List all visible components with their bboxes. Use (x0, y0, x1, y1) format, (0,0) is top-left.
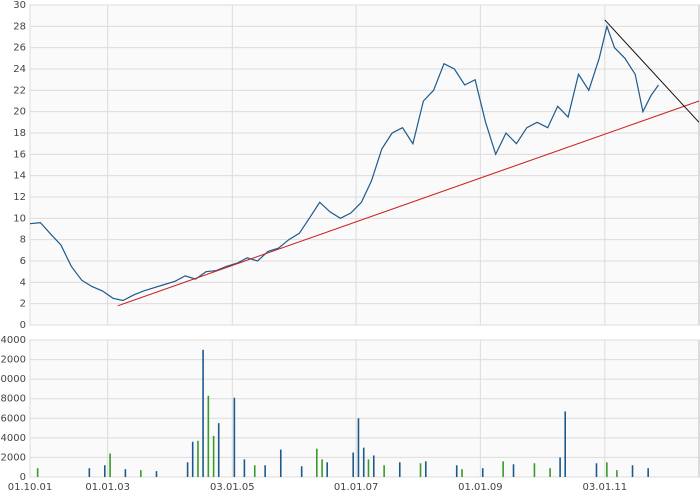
volume-bar (279, 449, 282, 477)
volume-bar (564, 411, 566, 477)
volume-bar (155, 471, 158, 477)
volume-bar (616, 470, 618, 477)
y-tick-label: 10 (13, 213, 26, 224)
volume-bar (326, 462, 328, 477)
y-tick-label: 24 (13, 64, 26, 75)
volume-bar (372, 455, 375, 477)
y-tick-label: 10000 (0, 374, 26, 385)
volume-bar (212, 435, 215, 477)
volume-bar (502, 461, 504, 477)
volume-bar (316, 448, 318, 477)
y-tick-label: 14000 (0, 335, 26, 346)
x-tick-label: 01.01.09 (458, 482, 503, 493)
x-tick-label: 03.01.05 (210, 482, 255, 493)
volume-bar (549, 468, 551, 477)
volume-bar (321, 459, 323, 477)
volume-bar (253, 465, 256, 477)
volume-bar (419, 463, 422, 477)
plot-area (29, 4, 700, 326)
y-tick-label: 30 (13, 0, 26, 11)
volume-bar (202, 349, 204, 477)
volume-bar (233, 397, 236, 477)
volume-bar (595, 463, 598, 477)
volume-bar (104, 465, 106, 477)
y-tick-label: 4000 (1, 433, 26, 444)
y-tick-label: 4 (20, 277, 26, 288)
volume-bar (606, 462, 608, 477)
volume-bar (357, 418, 360, 477)
y-tick-label: 2 (20, 299, 26, 310)
x-tick-label: 01.01.07 (334, 482, 379, 493)
x-tick-label: 03.01.11 (583, 482, 628, 493)
volume-bar (424, 461, 427, 477)
volume-bar (243, 459, 246, 477)
volume-bar (533, 463, 536, 477)
y-tick-label: 6000 (1, 413, 26, 424)
y-tick-label: 18 (13, 128, 26, 139)
y-tick-label: 0 (20, 320, 26, 331)
volume-bar (559, 457, 561, 477)
price-line (29, 24, 659, 302)
volume-bar (186, 462, 189, 477)
y-tick-label: 20 (13, 107, 26, 118)
volume-bar (300, 466, 303, 477)
volume-bar (140, 470, 142, 477)
y-tick-label: 22 (13, 85, 26, 96)
y-tick-label: 2000 (1, 452, 26, 463)
volume-bar (461, 469, 463, 477)
volume-bar (207, 395, 210, 477)
x-tick-label: 01.10.01 (8, 482, 53, 493)
y-tick-label: 12000 (0, 355, 26, 366)
trend-line (117, 100, 700, 307)
x-tick-label: 01.01.03 (85, 482, 130, 493)
volume-bar (88, 468, 91, 477)
volume-bar (217, 423, 220, 477)
y-tick-label: 16 (13, 149, 26, 160)
trend-line (604, 19, 700, 123)
volume-bar (455, 465, 458, 477)
volume-bar (512, 464, 515, 477)
volume-bar (647, 468, 649, 477)
volume-bar (191, 441, 194, 477)
volume-bar (352, 452, 354, 477)
volume-bar (362, 447, 365, 477)
volume-bar (481, 468, 484, 477)
volume-bar (631, 465, 634, 477)
volume-bar (264, 465, 266, 477)
y-tick-label: 8000 (1, 394, 26, 405)
y-tick-label: 8 (20, 235, 26, 246)
volume-bar (124, 469, 127, 477)
y-tick-label: 0 (20, 472, 26, 483)
volume-bar (109, 453, 111, 477)
y-tick-label: 12 (13, 192, 26, 203)
volume-bar (398, 462, 401, 477)
y-tick-label: 6 (20, 256, 26, 267)
y-tick-label: 28 (13, 21, 26, 32)
volume-bar (36, 468, 39, 477)
y-tick-label: 14 (13, 171, 26, 182)
volume-bar (197, 440, 199, 477)
y-tick-label: 26 (13, 43, 26, 54)
volume-bar (383, 465, 385, 477)
volume-bar (367, 459, 370, 477)
